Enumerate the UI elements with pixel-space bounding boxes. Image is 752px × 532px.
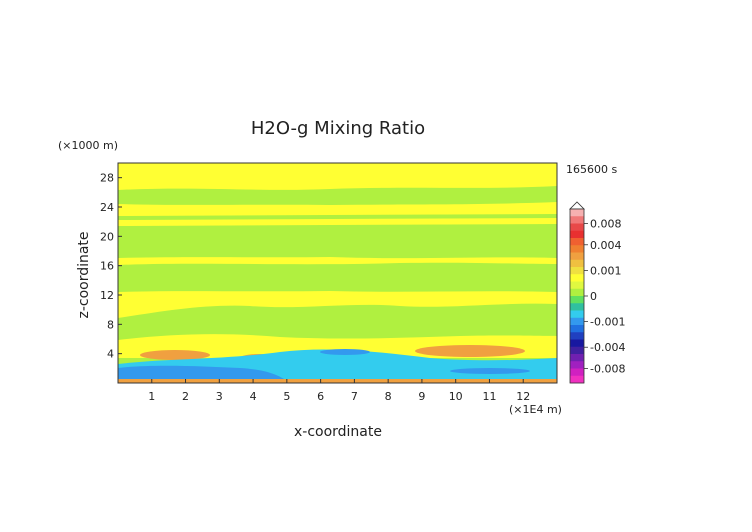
colorbar-band — [570, 354, 584, 362]
time-label: 165600 s — [566, 163, 617, 176]
colorbar-band — [570, 303, 584, 311]
colorbar-band — [570, 267, 584, 275]
y-tick-label: 8 — [107, 318, 114, 331]
x-tick-label: 3 — [216, 390, 223, 403]
blob-blue-mid — [320, 349, 370, 355]
colorbar-label: -0.008 — [590, 362, 625, 375]
colorbar-overflow-arrow — [569, 201, 585, 210]
y-tick-label: 16 — [100, 260, 114, 273]
colorbar-band — [570, 310, 584, 319]
band-blue-lower — [118, 365, 290, 383]
colorbar-bands — [570, 209, 584, 384]
y-axis: 4 8 12 16 20 24 28 — [100, 172, 122, 361]
y-tick-label: 28 — [100, 172, 114, 185]
y-axis-title: z-coordinate — [76, 231, 92, 318]
x-tick-label: 4 — [250, 390, 257, 403]
colorbar-band — [570, 368, 584, 377]
x-tick-label: 8 — [385, 390, 392, 403]
band-green-16km — [118, 262, 557, 292]
colorbar-label: 0.008 — [590, 218, 622, 231]
colorbar-band — [570, 325, 584, 333]
colorbar-band — [570, 238, 584, 246]
colorbar-label: 0.001 — [590, 264, 622, 277]
colorbar-band — [570, 346, 584, 355]
colorbar-band — [570, 223, 584, 232]
blob-orange-right — [415, 345, 525, 357]
colorbar-band — [570, 361, 584, 369]
colorbar-band — [570, 252, 584, 261]
x-axis-title: x-coordinate — [294, 424, 382, 440]
band-green-22km — [118, 214, 557, 220]
x-tick-label: 10 — [449, 390, 463, 403]
colorbar-band — [570, 288, 584, 297]
y-unit-label: (×1000 m) — [58, 139, 118, 152]
colorbar-band — [570, 281, 584, 290]
x-tick-label: 9 — [418, 390, 425, 403]
chart-title: H2O-g Mixing Ratio — [251, 118, 425, 139]
colorbar-label: 0.004 — [590, 239, 622, 252]
y-tick-label: 20 — [100, 230, 114, 243]
colorbar: 0.008 0.004 0.001 0 -0.001 -0.004 -0.008 — [569, 201, 625, 384]
colorbar-labels: 0.008 0.004 0.001 0 -0.001 -0.004 -0.008 — [584, 218, 625, 375]
colorbar-band — [570, 274, 584, 282]
colorbar-label: -0.004 — [590, 341, 625, 354]
x-tick-label: 7 — [351, 390, 358, 403]
blob-blue-right — [450, 368, 530, 374]
colorbar-band — [570, 375, 584, 384]
x-tick-label: 1 — [148, 390, 155, 403]
colorbar-band — [570, 216, 584, 224]
x-tick-label: 11 — [482, 390, 496, 403]
colorbar-band — [570, 332, 584, 340]
x-axis: 1 2 3 4 5 6 7 8 9 10 11 12 — [148, 379, 530, 403]
x-tick-label: 6 — [317, 390, 324, 403]
x-tick-label: 5 — [283, 390, 290, 403]
surface-layer — [118, 379, 557, 383]
colorbar-band — [570, 230, 584, 239]
colorbar-band — [570, 209, 584, 217]
plot-area — [117, 162, 558, 384]
band-green-20km — [118, 224, 557, 259]
y-tick-label: 4 — [107, 348, 114, 361]
colorbar-band — [570, 245, 584, 253]
colorbar-band — [570, 259, 584, 268]
y-tick-label: 24 — [100, 201, 114, 214]
plot-frame — [117, 162, 558, 384]
colorbar-band — [570, 296, 584, 304]
colorbar-band — [570, 339, 584, 348]
colorbar-label: 0 — [590, 290, 597, 303]
band-upper-green — [118, 186, 557, 205]
x-tick-label: 12 — [516, 390, 530, 403]
x-tick-label: 2 — [182, 390, 189, 403]
colorbar-label: -0.001 — [590, 316, 625, 329]
colorbar-band — [570, 317, 584, 326]
y-tick-label: 12 — [100, 289, 114, 302]
blob-orange-left — [140, 350, 210, 360]
x-unit-label: (×1E4 m) — [509, 403, 562, 416]
